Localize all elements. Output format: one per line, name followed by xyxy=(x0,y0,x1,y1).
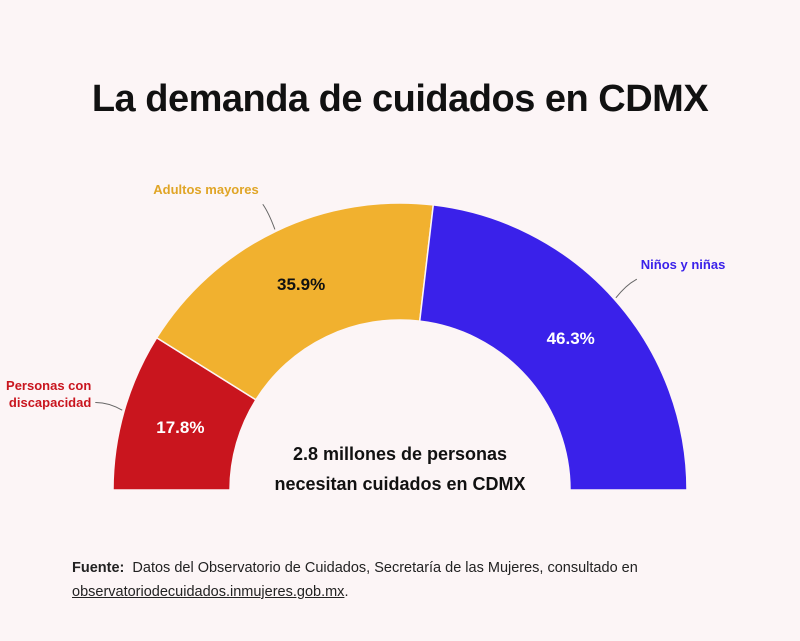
value-label-0: 17.8% xyxy=(156,418,204,437)
category-label-1: Adultos mayores xyxy=(153,182,258,197)
source-link[interactable]: observatoriodecuidados.inmujeres.gob.mx xyxy=(72,584,345,600)
chart-title: La demanda de cuidados en CDMX xyxy=(91,78,709,120)
slice-1 xyxy=(155,202,435,401)
source-text: Datos del Observatorio de Cuidados, Secr… xyxy=(132,560,638,576)
source-end: . xyxy=(344,584,349,600)
value-label-1: 35.9% xyxy=(277,275,325,294)
category-label-0: Personas con xyxy=(6,378,91,393)
category-label-0: discapacidad xyxy=(9,395,91,410)
slice-2 xyxy=(418,204,688,491)
category-label-2: Niños y niñas xyxy=(641,257,726,272)
leader-line-0 xyxy=(95,402,123,411)
center-text-line-2: necesitan cuidados en CDMX xyxy=(274,474,525,494)
leader-line-2 xyxy=(615,278,638,299)
source-label: Fuente: xyxy=(72,560,125,576)
center-text-line-1: 2.8 millones de personas xyxy=(293,444,507,464)
value-label-2: 46.3% xyxy=(547,329,595,348)
source-note: Fuente: Datos del Observatorio de Cuidad… xyxy=(72,556,638,604)
leader-line-1 xyxy=(262,203,276,230)
